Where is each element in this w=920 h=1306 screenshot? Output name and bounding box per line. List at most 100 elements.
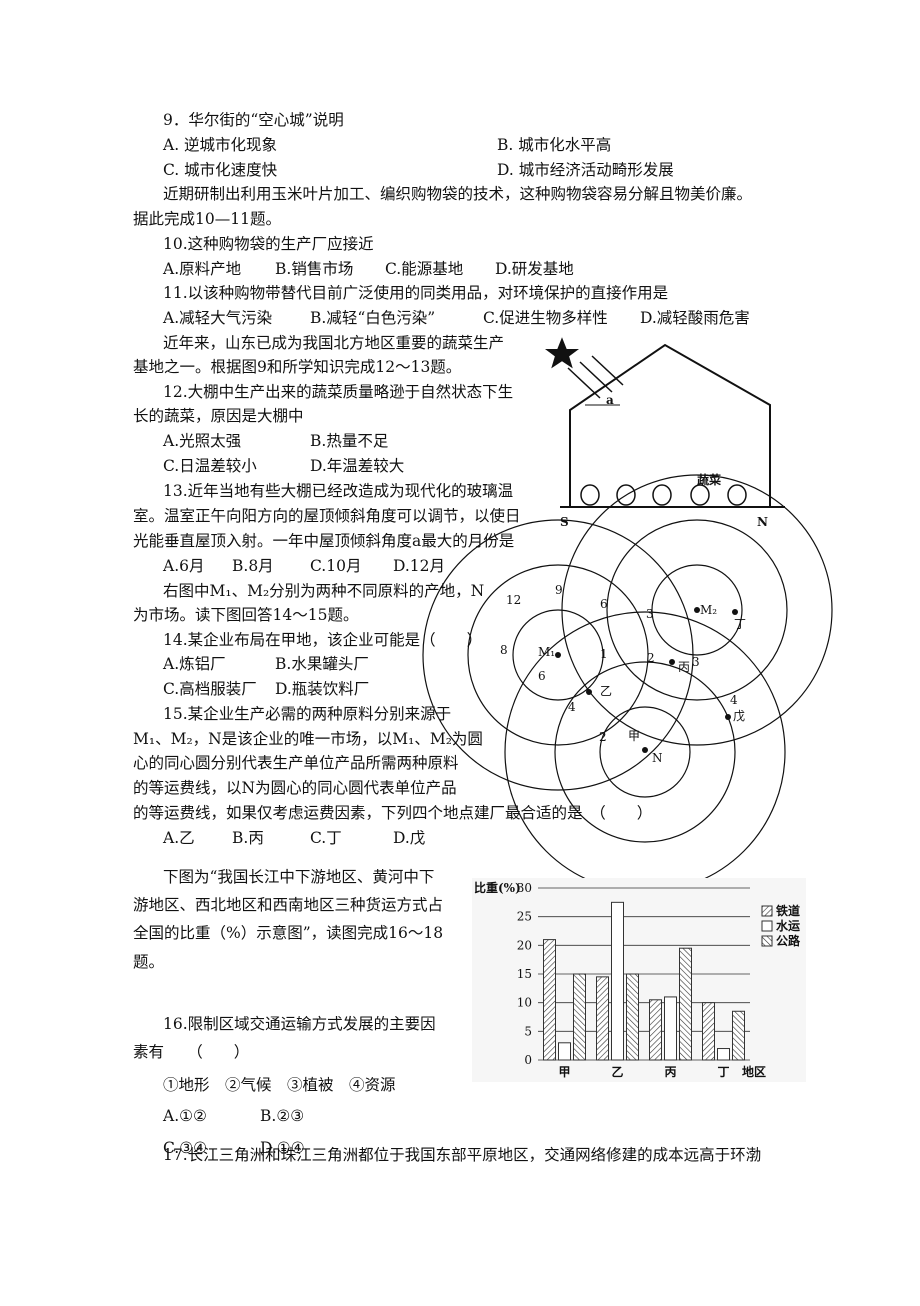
y-tick-label: 5 — [524, 1024, 532, 1038]
bar — [649, 999, 662, 1061]
map-label: 戊 — [733, 709, 745, 723]
bar — [679, 947, 692, 1061]
text-line: A.原料产地 — [162, 260, 241, 278]
y-tick-label: 0 — [524, 1053, 532, 1067]
text-line: C.高档服装厂 — [163, 680, 257, 698]
text-line: 基地之一。根据图9和所学知识完成12～13题。 — [133, 358, 461, 376]
greenhouse-diagram — [545, 337, 785, 508]
text-line: A.6月 — [162, 557, 204, 575]
text-line: 心的同心圆分别代表生产单位产品所需两种原料 — [133, 754, 459, 772]
map-label: 3 — [646, 607, 654, 621]
x-tick-label: 丙 — [664, 1065, 676, 1079]
text-line: D.①④ — [260, 1139, 305, 1157]
text-line: 全国的比重（%）示意图”，读图完成16～18 — [133, 923, 443, 942]
text-line: D.12月 — [393, 557, 445, 575]
text-line: 素有 （ ） — [133, 1043, 249, 1061]
bar — [543, 939, 556, 1061]
text-line: 12.大棚中生产出来的蔬菜质量略逊于自然状态下生 — [163, 383, 513, 401]
text-line: 近年来，山东已成为我国北方地区重要的蔬菜生产 — [163, 334, 504, 352]
y-tick-label: 15 — [517, 967, 532, 981]
text-line: B.销售市场 — [275, 260, 353, 278]
x-tick-label: 乙 — [611, 1065, 623, 1079]
isoline-map — [422, 474, 833, 893]
text-line: B.水果罐头厂 — [275, 655, 369, 673]
text-line: 15.某企业生产必需的两种原料分别来源于 — [163, 705, 451, 723]
text-line: M₁、M₂，N是该企业的唯一市场，以M₁、M₂为圆 — [133, 730, 483, 748]
diagram-label: a — [606, 393, 614, 407]
text-line: A. 逆城市化现象 — [162, 136, 277, 154]
legend-swatch — [761, 905, 773, 917]
text-line: D.年温差较大 — [310, 457, 404, 475]
y-tick-label: 25 — [517, 910, 532, 924]
x-tick-label: 丁 — [717, 1065, 729, 1079]
legend-swatch — [761, 935, 773, 947]
map-label: 4 — [730, 693, 738, 707]
text-line: B.8月 — [232, 557, 274, 575]
x-tick-label: 甲 — [558, 1065, 570, 1079]
map-label: 2 — [599, 730, 607, 744]
text-line: 室。温室正午向阳方向的屋顶倾斜角度可以调节，以使日 — [133, 507, 521, 525]
bar — [573, 973, 586, 1061]
text-line: D.减轻酸雨危害 — [640, 309, 750, 327]
text-line: C.丁 — [310, 829, 342, 847]
text-line: A.①② — [162, 1107, 207, 1125]
map-label: 8 — [500, 643, 508, 657]
map-label: 1 — [600, 647, 608, 661]
text-line: B.热量不足 — [310, 432, 388, 450]
map-label: 2 — [647, 651, 655, 665]
map-label: 4 — [568, 700, 576, 714]
x-axis-label: 地区 — [742, 1064, 766, 1079]
text-line: C.日温差较小 — [163, 457, 257, 475]
text-line: 长的蔬菜，原因是大棚中 — [133, 407, 304, 425]
bar — [626, 973, 639, 1061]
bar — [702, 1002, 715, 1061]
text-line: C.能源基地 — [385, 260, 463, 278]
text-line: 近期研制出利用玉米叶片加工、编织购物袋的技术，这种购物袋容易分解且物美价廉。 — [163, 185, 752, 203]
map-label: 3 — [692, 655, 700, 669]
text-line: C.③④ — [163, 1139, 207, 1157]
text-line: 光能垂直屋顶入射。一年中屋顶倾斜角度a最大的月份是 — [133, 532, 514, 550]
text-line: 17.长江三角洲和珠江三角洲都位于我国东部平原地区，交通网络修建的成本远高于环渤 — [163, 1146, 761, 1164]
text-line: 的等运费线，以N为圆心的同心圆代表单位产品 — [133, 779, 457, 797]
map-label: 丙 — [678, 660, 690, 674]
y-tick-label: 10 — [517, 996, 532, 1010]
text-line: D.研发基地 — [495, 260, 574, 278]
text-line: A.光照太强 — [162, 432, 241, 450]
y-tick-label: 20 — [517, 938, 532, 952]
text-line: 题。 — [133, 953, 164, 971]
legend-label: 水运 — [776, 918, 800, 933]
legend-label: 公路 — [776, 933, 801, 948]
text-line: C.10月 — [310, 557, 361, 575]
text-line: D.戊 — [393, 829, 425, 847]
bar — [717, 1048, 730, 1061]
text-line: B.丙 — [232, 829, 264, 847]
map-label: 12 — [506, 593, 521, 607]
map-label: N — [652, 751, 663, 765]
diagram-label: N — [757, 515, 768, 529]
map-label: 9 — [555, 583, 563, 597]
text-line: B.减轻“白色污染” — [310, 309, 435, 327]
text-line: 16.限制区域交通运输方式发展的主要因 — [163, 1015, 436, 1033]
diagram-label: S — [560, 515, 569, 529]
text-line: D. 城市经济活动畸形发展 — [497, 161, 674, 179]
text-line: 据此完成10—11题。 — [133, 210, 281, 228]
bar — [664, 996, 677, 1061]
y-axis-label: 比重(%) — [474, 880, 521, 895]
text-line: 10.这种购物袋的生产厂应接近 — [163, 234, 374, 253]
text-line: C.促进生物多样性 — [483, 309, 608, 327]
map-label: M₁ — [538, 645, 555, 659]
map-label: 6 — [538, 669, 546, 683]
text-line: 为市场。读下图回答14～15题。 — [133, 606, 358, 624]
text-line: 13.近年当地有些大棚已经改造成为现代化的玻璃温 — [163, 482, 513, 500]
bar — [596, 976, 609, 1061]
text-line: 右图中M₁、M₂分别为两种不同原料的产地，N — [163, 582, 484, 600]
bar — [558, 1042, 571, 1061]
map-label: 甲 — [628, 729, 640, 743]
map-label: 6 — [600, 597, 608, 611]
text-line: A.炼铝厂 — [162, 655, 226, 673]
text-line: 游地区、西北地区和西南地区三种货运方式占 — [133, 896, 443, 914]
text-line: 14.某企业布局在甲地，该企业可能是（ ） — [163, 631, 482, 649]
text-line: B. 城市化水平高 — [497, 136, 611, 154]
text-line: B.②③ — [260, 1107, 304, 1125]
